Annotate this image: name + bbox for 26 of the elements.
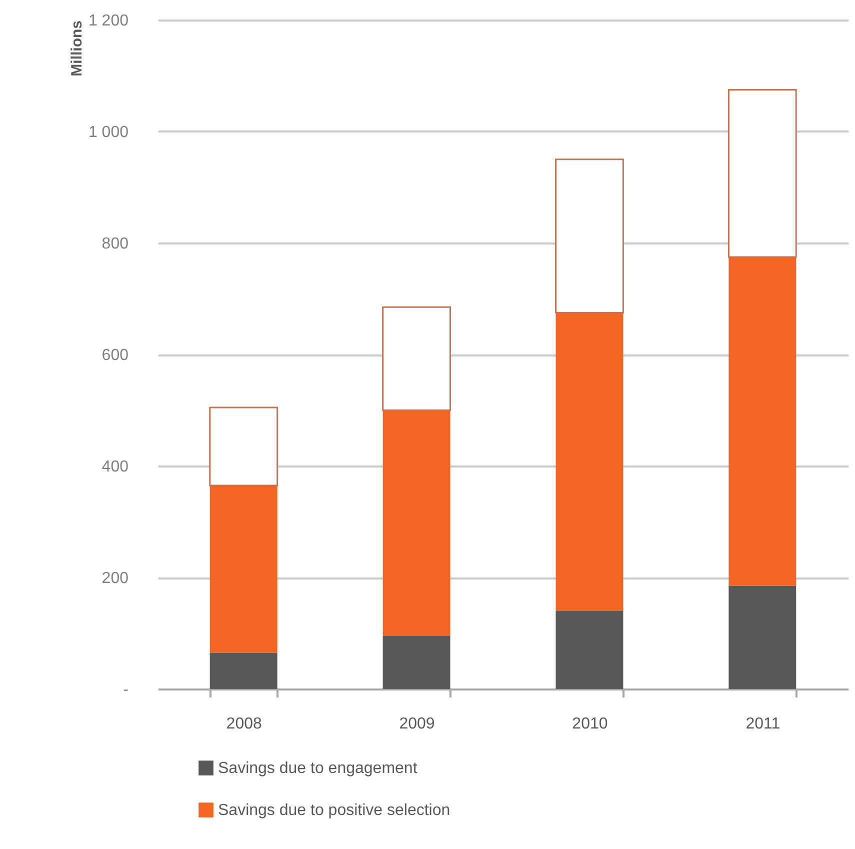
bar (728, 586, 796, 689)
y-tick-label: 800 (102, 236, 129, 252)
x-tick-label: 2009 (399, 716, 435, 732)
bar (382, 410, 450, 636)
bar (556, 312, 624, 611)
bar (728, 256, 796, 586)
bar (728, 88, 797, 258)
bar (209, 406, 278, 486)
x-tick-label: 2010 (572, 716, 608, 732)
y-axis-title: Millions (68, 20, 86, 76)
bar (382, 636, 450, 689)
bar (210, 486, 278, 653)
y-tick-label: - (123, 682, 128, 698)
bar (554, 158, 624, 314)
legend-label: Savings due to engagement (218, 760, 418, 777)
y-tick-label: 400 (102, 458, 129, 476)
bar (210, 652, 278, 689)
bar (556, 610, 624, 689)
y-tick-label: 600 (102, 347, 129, 364)
y-tick-label: 1 000 (88, 124, 129, 141)
x-tick-label: 2008 (226, 716, 262, 732)
y-tick-label: 200 (102, 570, 129, 587)
x-tick-label: 2011 (746, 716, 780, 732)
y-tick-label: 1 200 (88, 12, 129, 30)
bar (382, 306, 452, 411)
legend-label: Savings due to positive selection (218, 802, 450, 819)
